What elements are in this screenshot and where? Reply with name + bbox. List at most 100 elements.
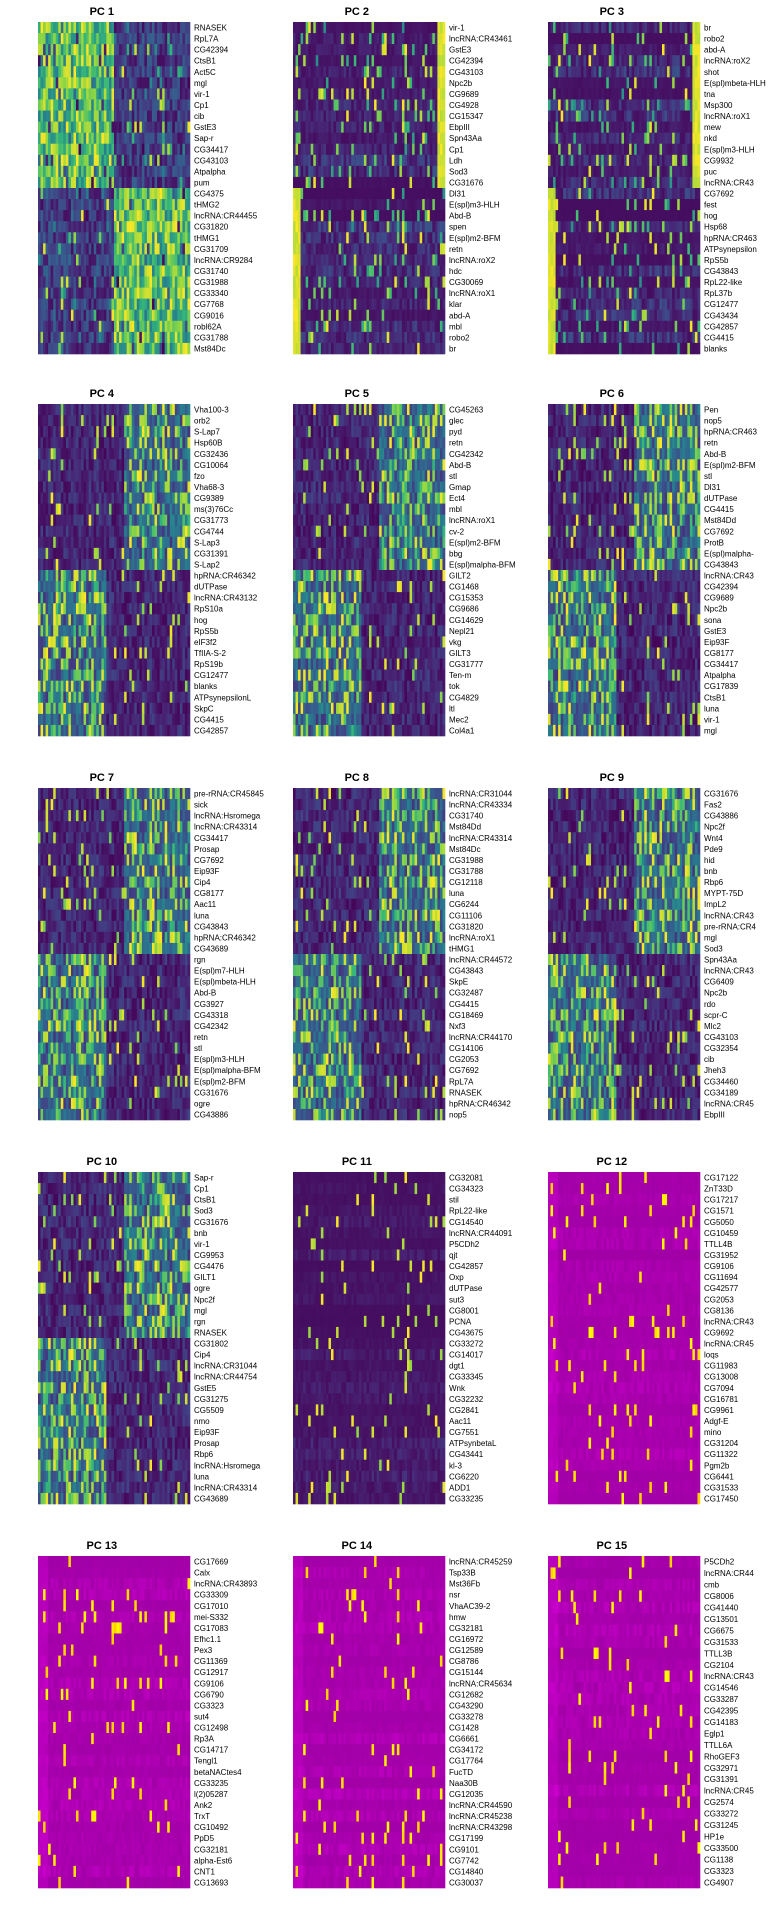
heatmap-cell bbox=[412, 287, 415, 299]
heatmap-cell bbox=[68, 232, 72, 244]
heatmap-cell bbox=[305, 188, 309, 200]
heatmap-cell bbox=[293, 276, 296, 288]
heatmap-cell bbox=[679, 243, 683, 255]
heatmap-cell bbox=[50, 55, 54, 67]
heatmap-cell bbox=[603, 66, 607, 78]
heatmap-cell bbox=[682, 77, 686, 89]
heatmap-cell bbox=[639, 132, 643, 145]
heatmap-cell bbox=[149, 121, 153, 133]
heatmap-cell bbox=[692, 44, 696, 56]
heatmap-cell bbox=[119, 33, 122, 45]
heatmap-cell bbox=[434, 243, 438, 255]
heatmap-cell bbox=[184, 154, 188, 167]
heatmap-cell bbox=[114, 320, 117, 333]
heatmap-cell bbox=[154, 232, 158, 244]
heatmap-cell bbox=[570, 77, 574, 89]
heatmap-cell bbox=[656, 66, 660, 78]
heatmap-cell bbox=[363, 342, 367, 355]
heatmap-cell bbox=[672, 232, 675, 244]
heatmap-cell bbox=[48, 132, 51, 145]
heatmap-cell bbox=[412, 88, 415, 100]
heatmap-cell bbox=[119, 143, 122, 156]
heatmap-cell bbox=[429, 154, 433, 167]
heatmap-cell bbox=[606, 210, 610, 222]
heatmap-cell bbox=[157, 143, 160, 156]
heatmap-cell bbox=[103, 55, 107, 67]
heatmap-cell bbox=[124, 154, 127, 167]
heatmap-cell bbox=[91, 55, 95, 67]
heatmap-cell bbox=[129, 33, 133, 45]
heatmap-cell bbox=[341, 265, 344, 277]
heatmap-cell bbox=[341, 88, 344, 100]
heatmap-cell bbox=[351, 309, 355, 322]
heatmap-cell bbox=[674, 66, 678, 78]
heatmap-cell bbox=[93, 254, 97, 266]
heatmap-cell bbox=[121, 331, 125, 344]
heatmap-cell bbox=[641, 66, 645, 78]
heatmap-cell bbox=[179, 254, 183, 266]
heatmap-cell bbox=[63, 331, 67, 344]
heatmap-cell bbox=[424, 99, 428, 111]
heatmap-cell bbox=[315, 99, 319, 111]
heatmap-cell bbox=[325, 176, 329, 189]
heatmap-cell bbox=[356, 342, 360, 355]
heatmap-cell bbox=[60, 121, 64, 133]
heatmap-cell bbox=[424, 243, 428, 255]
heatmap-cell bbox=[394, 22, 398, 34]
heatmap-cell bbox=[70, 99, 74, 111]
heatmap-cell bbox=[323, 110, 327, 122]
heatmap-cell bbox=[672, 132, 675, 145]
heatmap-cell bbox=[396, 121, 400, 133]
heatmap-cell bbox=[152, 121, 155, 133]
heatmap-cell bbox=[654, 88, 658, 100]
heatmap-cell bbox=[116, 77, 120, 89]
heatmap-cell bbox=[575, 121, 579, 133]
heatmap-cell bbox=[437, 22, 441, 34]
heatmap-cell bbox=[149, 320, 153, 333]
heatmap-cell bbox=[586, 110, 589, 122]
heatmap-cell bbox=[103, 88, 107, 100]
heatmap-cell bbox=[667, 77, 670, 89]
heatmap-cell bbox=[381, 176, 385, 189]
heatmap-cell bbox=[131, 44, 135, 56]
heatmap-cell bbox=[363, 110, 367, 122]
heatmap-cell bbox=[298, 287, 301, 299]
heatmap-cell bbox=[53, 265, 57, 277]
heatmap-cell bbox=[697, 55, 701, 67]
heatmap-cell bbox=[106, 254, 110, 266]
heatmap-cell bbox=[298, 66, 301, 78]
heatmap-cell bbox=[679, 221, 683, 233]
heatmap-cell bbox=[568, 188, 572, 200]
heatmap-cell bbox=[396, 88, 400, 100]
heatmap-cell bbox=[672, 66, 675, 78]
heatmap-cell bbox=[141, 188, 145, 200]
heatmap-cell bbox=[154, 121, 158, 133]
heatmap-cell bbox=[692, 99, 696, 111]
heatmap-cell bbox=[369, 165, 372, 178]
heatmap-cell bbox=[412, 210, 415, 222]
heatmap-cell bbox=[295, 165, 299, 178]
heatmap-cell bbox=[43, 121, 46, 133]
heatmap-cell bbox=[126, 331, 130, 344]
heatmap-cell bbox=[111, 298, 115, 311]
heatmap-cell bbox=[93, 210, 97, 222]
heatmap-cell bbox=[353, 143, 357, 156]
heatmap-cell bbox=[86, 188, 89, 200]
heatmap-cell bbox=[664, 176, 668, 189]
heatmap-cell bbox=[626, 121, 630, 133]
heatmap-cell bbox=[65, 99, 69, 111]
heatmap-cell bbox=[169, 276, 173, 288]
heatmap-cell bbox=[386, 55, 390, 67]
heatmap-cell bbox=[164, 55, 168, 67]
heatmap-cell bbox=[101, 276, 105, 288]
heatmap-cell bbox=[437, 110, 441, 122]
heatmap-cell bbox=[563, 88, 567, 100]
heatmap-cell bbox=[613, 243, 617, 255]
heatmap-cell bbox=[88, 66, 92, 78]
heatmap-cell bbox=[152, 99, 155, 111]
heatmap-cell bbox=[73, 110, 77, 122]
heatmap-cell bbox=[429, 276, 433, 288]
heatmap-cell bbox=[167, 331, 171, 344]
gene-label: Atpalpha bbox=[194, 167, 226, 176]
heatmap-cell bbox=[293, 243, 296, 255]
